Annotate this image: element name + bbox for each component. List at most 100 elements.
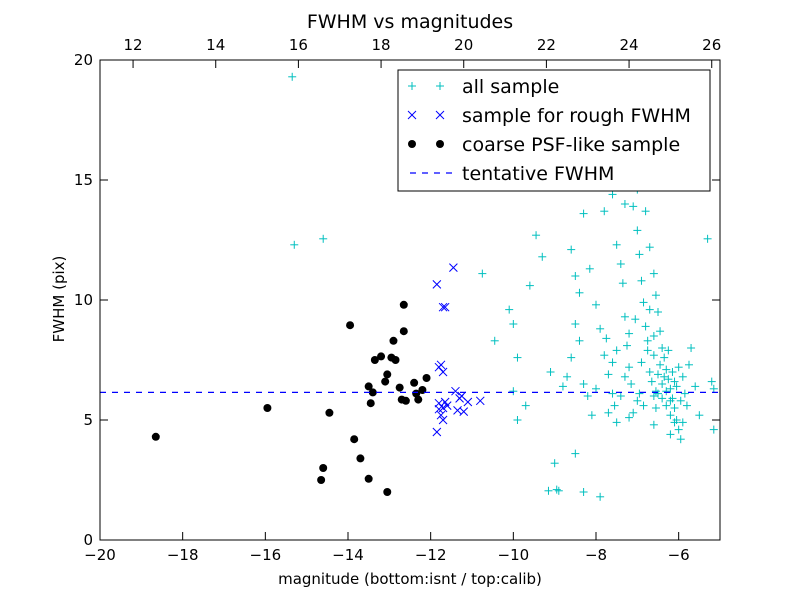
data-point [391, 356, 400, 364]
data-point [552, 485, 561, 494]
data-point [670, 418, 679, 427]
data-point [288, 72, 297, 81]
data-point [571, 449, 580, 458]
legend-swatch [408, 140, 416, 148]
data-point [509, 320, 518, 328]
data-point [612, 346, 621, 355]
data-point [583, 392, 592, 400]
data-point [691, 382, 700, 391]
data-point [608, 358, 617, 367]
legend: all sample sample for rough FWHM coarse PS… [397, 69, 711, 192]
y-axis-label: FWHM (pix) [50, 256, 68, 343]
data-point [579, 488, 588, 496]
chart-title: FWHM vs magnitudes [307, 11, 513, 33]
top-x-tick-label: 22 [537, 36, 556, 54]
data-point [635, 389, 644, 398]
data-point [449, 263, 458, 272]
data-point [290, 240, 299, 249]
data-point [319, 464, 328, 472]
data-point [620, 312, 629, 321]
data-point [654, 389, 662, 398]
data-point [558, 382, 567, 391]
data-layer [100, 72, 720, 501]
top-x-tick-label: 24 [620, 36, 639, 54]
data-point [658, 380, 667, 388]
data-point [554, 486, 563, 495]
data-point [662, 365, 671, 374]
data-point [350, 435, 359, 444]
data-point [356, 454, 365, 463]
data-point [383, 488, 392, 496]
data-point [666, 384, 675, 393]
data-point [438, 302, 448, 312]
x-tick-label: −6 [668, 546, 690, 564]
data-point [612, 418, 621, 427]
data-point [670, 377, 679, 386]
data-point [325, 408, 334, 417]
data-point [604, 370, 613, 379]
data-point [436, 360, 446, 370]
bottom-x-axis: −20 −18 −16 −14 −12 −10 −8 −6 [84, 532, 690, 564]
data-point [656, 360, 665, 369]
data-point [440, 302, 450, 312]
data-point [596, 324, 605, 333]
data-point [651, 291, 660, 300]
top-x-tick-label: 20 [454, 36, 473, 54]
data-point [579, 209, 588, 218]
data-point [422, 374, 431, 382]
legend-swatch [436, 140, 444, 148]
x-tick-label: −20 [84, 546, 116, 564]
data-point [451, 386, 460, 396]
data-point [625, 413, 634, 422]
series-2 [151, 300, 431, 496]
data-point [703, 234, 712, 243]
legend-label: tentative FWHM [462, 163, 614, 185]
data-point [567, 353, 576, 362]
data-point [627, 380, 636, 388]
legend-swatch [408, 82, 416, 90]
data-point [670, 404, 679, 412]
x-tick-label: −14 [332, 546, 364, 564]
legend-swatch [435, 110, 445, 120]
y-axis: 0 5 10 15 20 [74, 51, 720, 549]
data-point [645, 305, 654, 314]
data-point [538, 252, 547, 261]
x-tick-label: −8 [585, 546, 607, 564]
top-x-tick-label: 26 [702, 36, 721, 54]
data-point [666, 430, 675, 439]
data-point [660, 372, 669, 381]
data-point [399, 327, 408, 336]
data-point [478, 269, 487, 278]
data-point [604, 408, 613, 417]
data-point [660, 353, 669, 362]
legend-item: sample for rough FWHM [407, 105, 691, 127]
data-point [674, 363, 683, 372]
data-point [649, 351, 658, 360]
data-point [364, 382, 373, 391]
data-point [637, 358, 646, 367]
data-point [608, 389, 617, 398]
data-point [662, 401, 671, 410]
data-point [381, 377, 390, 386]
data-point [668, 368, 677, 376]
data-point [709, 425, 718, 434]
data-point [608, 190, 617, 199]
plot-area [99, 59, 721, 541]
data-point [662, 387, 671, 396]
data-point [674, 425, 683, 434]
data-point [643, 346, 652, 355]
data-point [631, 315, 640, 324]
data-point [377, 352, 386, 361]
legend-box [397, 69, 711, 192]
data-point [364, 474, 373, 483]
data-point [682, 401, 691, 410]
data-point [546, 368, 555, 376]
data-point [637, 276, 646, 285]
legend-swatch [407, 110, 417, 120]
data-point [672, 382, 681, 391]
data-point [563, 372, 572, 381]
data-point [366, 399, 375, 408]
data-point [654, 370, 662, 379]
top-x-tick-label: 14 [206, 36, 225, 54]
x-tick-label: −16 [250, 546, 282, 564]
